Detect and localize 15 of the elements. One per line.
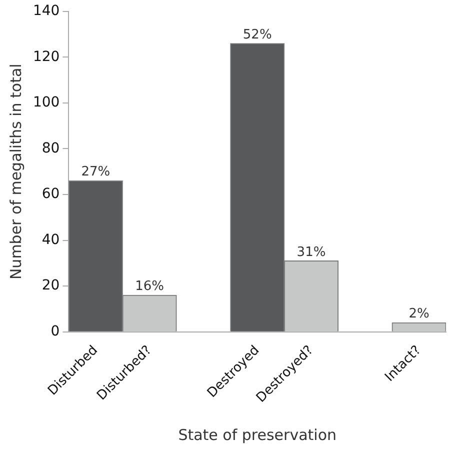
annotation: 2%: [408, 306, 430, 322]
annotation: 52%: [242, 27, 272, 42]
y-axis-title: Number of megaliths in total: [6, 64, 25, 280]
y-tick-label: 120: [32, 48, 60, 65]
annotation: 31%: [296, 244, 326, 260]
y-tick-label: 100: [32, 94, 60, 111]
annotation: 27%: [81, 164, 110, 180]
y-tick-label: 20: [42, 278, 60, 294]
y-tick-label: 140: [32, 3, 60, 20]
y-tick-label: 80: [42, 140, 60, 156]
annotation: 16%: [135, 279, 164, 294]
y-tick-label: 0: [50, 323, 60, 340]
x-axis-title: State of preservation: [178, 426, 337, 444]
y-tick-label: 60: [42, 186, 60, 202]
y-tick-label: 40: [42, 232, 60, 248]
